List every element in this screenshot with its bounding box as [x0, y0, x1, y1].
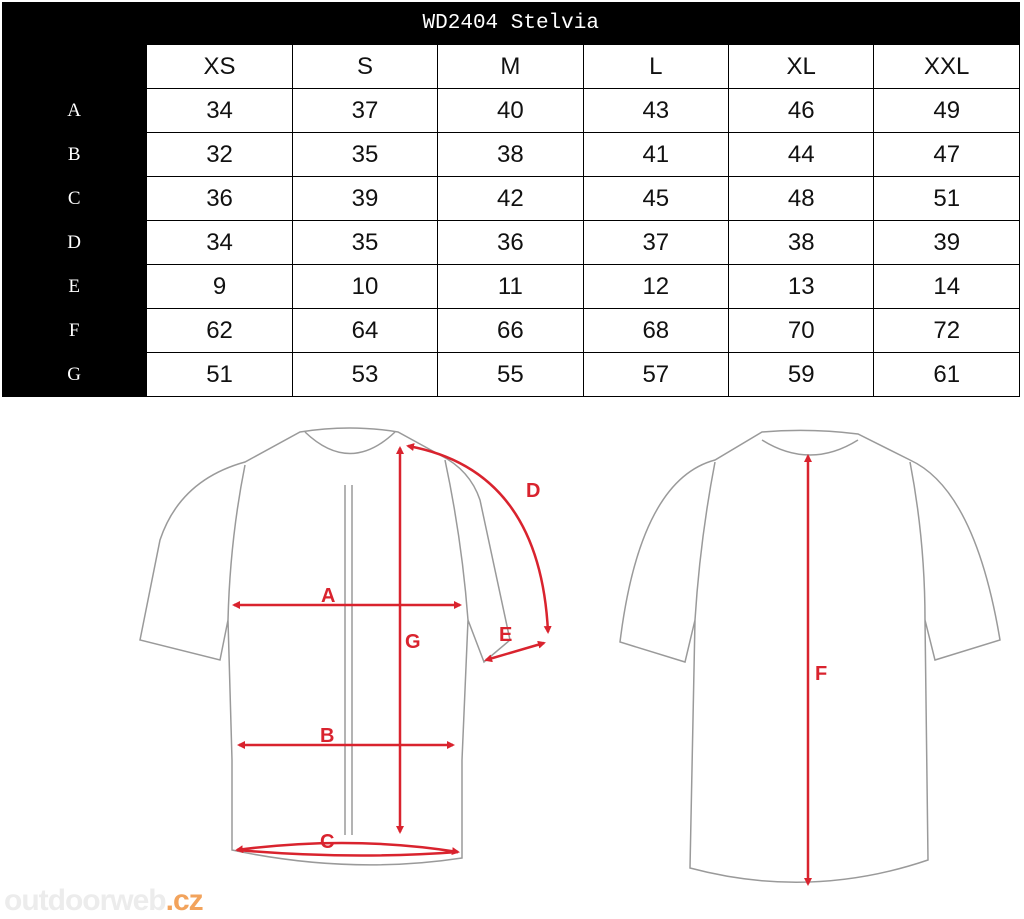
measurement-cell: 34 — [146, 220, 293, 265]
measurement-cell: 32 — [146, 132, 293, 177]
measurement-cell: 42 — [437, 176, 584, 221]
row-label: G — [67, 363, 82, 385]
size-header-l: L — [582, 44, 730, 89]
measurement-cell: 39 — [873, 220, 1020, 265]
measurement-cell: 57 — [582, 352, 730, 397]
measurement-cell: 41 — [582, 132, 730, 177]
measurement-cell: 68 — [582, 308, 730, 353]
measurement-cell: 64 — [291, 308, 439, 353]
back-jersey-outline — [619, 429, 1001, 883]
row-label: D — [67, 231, 82, 253]
size-header-xs: XS — [146, 44, 293, 89]
measurement-cell: 36 — [437, 220, 584, 265]
table-row: B 32 35 38 41 44 47 — [2, 132, 1020, 177]
measurement-cell: 72 — [873, 308, 1020, 353]
measurement-cell: 66 — [437, 308, 584, 353]
size-header-xl: XL — [727, 44, 875, 89]
table-row: E 9 10 11 12 13 14 — [2, 264, 1020, 309]
measurement-cell: 34 — [146, 88, 293, 133]
row-label: E — [68, 275, 80, 297]
table-row: F 62 64 66 68 70 72 — [2, 308, 1020, 353]
measurement-cell: 38 — [437, 132, 584, 177]
arrow-e — [484, 640, 546, 663]
arrow-c2 — [236, 848, 459, 857]
measurement-cell: 48 — [727, 176, 875, 221]
measurement-cell: 59 — [727, 352, 875, 397]
table-row: A 34 37 40 43 46 49 — [2, 88, 1020, 133]
watermark-logo: outdoorweb.cz — [4, 884, 204, 917]
label-f: F — [815, 663, 827, 685]
label-c: C — [320, 831, 334, 853]
table-row: D 34 35 36 37 38 39 — [2, 220, 1020, 265]
corner-cell — [2, 44, 147, 89]
measurement-cell: 70 — [727, 308, 875, 353]
size-header-m: M — [437, 44, 584, 89]
measurement-cell: 51 — [146, 352, 293, 397]
table-row: G 51 53 55 57 59 61 — [2, 352, 1020, 397]
measurement-cell: 46 — [727, 88, 875, 133]
arrow-d — [406, 443, 552, 634]
measurement-cell: 9 — [146, 264, 293, 309]
row-label: C — [67, 187, 81, 209]
measurement-cell: 35 — [291, 132, 439, 177]
measurement-cell: 11 — [437, 264, 584, 309]
label-d: D — [526, 480, 540, 502]
measurement-cell: 38 — [727, 220, 875, 265]
measurement-cell: 55 — [437, 352, 584, 397]
measurement-cell: 37 — [582, 220, 730, 265]
measurement-cell: 35 — [291, 220, 439, 265]
row-label: F — [68, 319, 80, 341]
label-a: A — [321, 585, 335, 607]
measurement-cell: 51 — [873, 176, 1020, 221]
arrow-c — [235, 841, 460, 856]
front-jersey-outline — [139, 427, 511, 866]
label-g: G — [405, 631, 421, 653]
chart-title: WD2404 Stelvia — [422, 11, 599, 35]
measurement-cell: 61 — [873, 352, 1020, 397]
measurement-cell: 12 — [582, 264, 730, 309]
measurement-cell: 45 — [582, 176, 730, 221]
measurement-cell: 62 — [146, 308, 293, 353]
measurement-cell: 44 — [727, 132, 875, 177]
measurement-cell: 39 — [291, 176, 439, 221]
measurement-cell: 49 — [873, 88, 1020, 133]
measurement-cell: 13 — [727, 264, 875, 309]
row-label: B — [67, 143, 81, 165]
table-row: C 36 39 42 45 48 51 — [2, 176, 1020, 221]
size-chart-table: WD2404 Stelvia XS S M L XL XXL A 34 37 40 43 46 49 B… — [2, 2, 1020, 397]
measurement-cell: 53 — [291, 352, 439, 397]
measurement-cell: 36 — [146, 176, 293, 221]
measurement-arrows — [232, 443, 812, 886]
measurement-cell: 37 — [291, 88, 439, 133]
label-e: E — [499, 624, 512, 646]
measurement-cell: 40 — [437, 88, 584, 133]
measurement-cell: 10 — [291, 264, 439, 309]
label-b: B — [320, 725, 334, 747]
measurement-cell: 14 — [873, 264, 1020, 309]
size-header-xxl: XXL — [873, 44, 1020, 89]
measurement-cell: 43 — [582, 88, 730, 133]
row-label: A — [67, 99, 82, 121]
